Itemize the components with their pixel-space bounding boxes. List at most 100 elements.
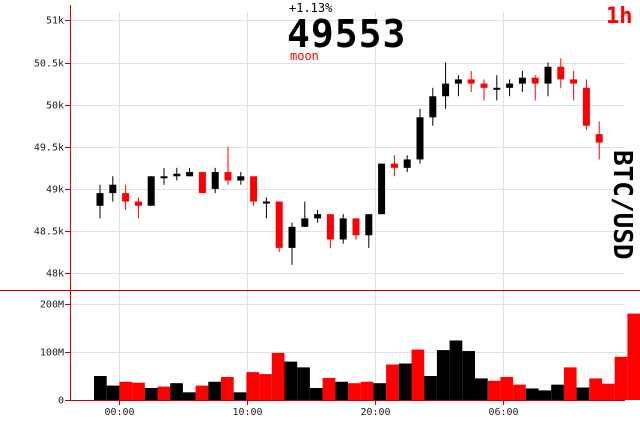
candle-body <box>403 159 411 168</box>
volume-bar <box>462 351 475 400</box>
candle-body <box>557 66 565 80</box>
candle-body <box>134 201 142 206</box>
candle-body <box>198 172 206 194</box>
volume-bar <box>627 313 640 400</box>
volume-bar <box>259 374 272 400</box>
volume-bar <box>373 383 387 400</box>
volume-bar <box>589 378 602 400</box>
volume-bar <box>335 381 348 400</box>
volume-bar <box>538 390 552 400</box>
candle-body <box>122 193 130 202</box>
price-tick-label: 50k <box>46 101 64 112</box>
volume-bar <box>614 356 628 400</box>
time-tick-label: 06:00 <box>488 407 518 418</box>
candle-body <box>429 96 437 118</box>
price-change-percent: +1.13% <box>289 1 333 15</box>
volume-bar <box>551 384 564 400</box>
volume-bar <box>297 367 310 400</box>
volume-bar <box>348 383 361 400</box>
candle-body <box>147 176 155 206</box>
volume-bar <box>309 388 323 400</box>
time-tick-label: 00:00 <box>104 407 134 418</box>
candle-body <box>467 79 475 84</box>
volume-bar <box>208 381 221 400</box>
candle-body <box>314 214 322 219</box>
volume-bar <box>602 383 615 400</box>
volume-bar <box>487 380 501 400</box>
volume-bar <box>525 388 539 400</box>
candle-body <box>480 83 488 88</box>
candle-body <box>224 172 232 181</box>
volume-bar <box>246 372 260 400</box>
candle-body <box>518 77 526 84</box>
grid-lines <box>70 12 625 400</box>
volume-bar <box>182 392 196 400</box>
volume-bar <box>271 352 285 400</box>
pair-label: BTC/USD <box>607 150 637 260</box>
volume-bar <box>106 385 120 400</box>
candle-body <box>211 172 219 189</box>
candle-body <box>570 79 578 84</box>
candle-body <box>595 134 603 143</box>
candle-body <box>160 176 168 179</box>
chart-axes <box>0 5 640 405</box>
volume-bar <box>221 376 234 400</box>
price-tick-label: 48k <box>46 269 64 280</box>
volume-bar <box>436 350 450 400</box>
volume-bar <box>411 349 425 400</box>
volume-bar <box>195 385 209 400</box>
candle-body <box>339 218 347 240</box>
candle-body <box>173 173 181 177</box>
volume-tick-label: 200M <box>40 300 64 311</box>
volume-bar <box>132 382 145 400</box>
price-tick-label: 48.5k <box>34 227 64 238</box>
volume-bar <box>500 376 514 400</box>
candle-body <box>250 176 258 202</box>
volume-series <box>94 313 640 400</box>
candle-body <box>390 163 398 168</box>
candle-body <box>454 79 462 84</box>
candle-body <box>275 201 283 248</box>
timeframe-label: 1h <box>606 4 633 29</box>
price-tick-label: 49.5k <box>34 143 64 154</box>
price-tick-label: 51k <box>46 16 64 27</box>
candle-body <box>365 214 373 236</box>
candle-body <box>416 117 424 160</box>
candle-body <box>237 176 245 181</box>
volume-tick-label: 0 <box>58 396 64 407</box>
candle-body <box>186 172 194 177</box>
volume-bar <box>449 340 463 400</box>
volume-bar <box>284 361 298 400</box>
candle-body <box>352 218 360 236</box>
volume-bar <box>576 387 590 400</box>
candle-body <box>109 184 117 194</box>
price-tick-label: 50.5k <box>34 59 64 70</box>
axis-labels: 51k 50.5k 50k 49.5k 49k 48.5k 48k 200M 100M 0 00:0… <box>34 16 519 419</box>
candle-body <box>301 218 309 227</box>
volume-bar <box>157 386 171 400</box>
volume-bar <box>233 392 247 400</box>
volume-bar <box>322 377 336 400</box>
time-tick-label: 10:00 <box>232 407 262 418</box>
volume-bar <box>475 378 488 400</box>
candle-body <box>506 83 514 88</box>
candle-body <box>582 87 590 126</box>
candle-body <box>544 66 552 84</box>
moon-label: moon <box>290 49 319 63</box>
candle-body <box>288 226 296 248</box>
volume-tick-label: 100M <box>40 348 64 359</box>
candle-body <box>442 83 450 97</box>
volume-bar <box>513 384 526 400</box>
volume-bar <box>119 381 133 400</box>
candle-body <box>326 214 334 240</box>
time-tick-label: 20:00 <box>360 407 390 418</box>
candle-body <box>378 163 386 215</box>
volume-bar <box>563 367 577 400</box>
candlestick-series <box>96 58 603 265</box>
current-price: 49553 <box>287 12 406 56</box>
candle-body <box>262 201 270 204</box>
price-tick-label: 49k <box>46 185 64 196</box>
volume-bar <box>144 388 158 400</box>
candle-body <box>96 193 104 206</box>
